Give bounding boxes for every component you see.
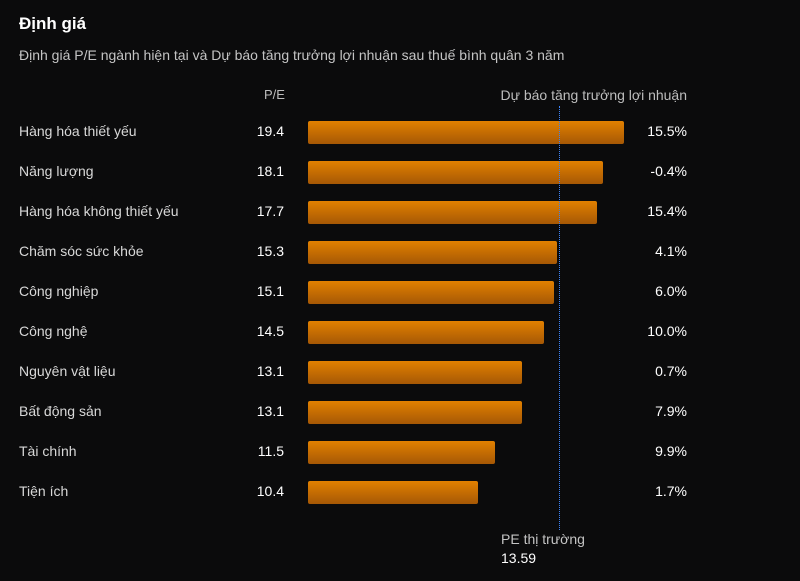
market-pe-line <box>559 106 560 530</box>
growth-value-label: 1.7% <box>655 483 687 499</box>
chart-row: Tiện ích 10.4 1.7% <box>0 472 800 512</box>
chart-row: Bất động sản 13.1 7.9% <box>0 392 800 432</box>
pe-value-label: 17.7 <box>256 203 284 219</box>
growth-value-label: -0.4% <box>650 163 687 179</box>
growth-value-label: 15.5% <box>647 123 687 139</box>
market-pe-value: 13.59 <box>501 550 537 566</box>
pe-bar <box>308 161 604 184</box>
pe-bar <box>308 401 522 424</box>
chart-row: Năng lượng 18.1 -0.4% <box>0 152 800 192</box>
growth-value-label: 6.0% <box>655 283 687 299</box>
pe-bar <box>308 241 558 264</box>
bar-chart: Hàng hóa thiết yếu 19.4 15.5% Năng lượng 18.… <box>0 112 800 512</box>
growth-column-header: Dự báo tăng trưởng lợi nhuận <box>500 87 687 103</box>
section-title: Định giá <box>19 14 87 33</box>
pe-value-label: 14.5 <box>256 323 284 339</box>
growth-value-label: 9.9% <box>655 443 687 459</box>
pe-value-label: 13.1 <box>256 363 284 379</box>
pe-bar <box>308 361 522 384</box>
category-label: Hàng hóa thiết yếu <box>19 123 137 139</box>
growth-value-label: 7.9% <box>655 403 687 419</box>
growth-value-label: 10.0% <box>647 323 687 339</box>
category-label: Nguyên vật liệu <box>19 363 116 379</box>
category-label: Hàng hóa không thiết yếu <box>19 203 179 219</box>
chart-row: Công nghiệp 15.1 6.0% <box>0 272 800 312</box>
chart-row: Hàng hóa thiết yếu 19.4 15.5% <box>0 112 800 152</box>
section-subtitle: Định giá P/E ngành hiện tại và Dự báo tă… <box>19 47 565 63</box>
pe-value-label: 19.4 <box>256 123 284 139</box>
category-label: Bất động sản <box>19 403 102 419</box>
pe-bar <box>308 121 625 144</box>
growth-value-label: 0.7% <box>655 363 687 379</box>
category-label: Tiện ích <box>19 483 69 499</box>
category-label: Công nghiệp <box>19 283 99 299</box>
chart-row: Tài chính 11.5 9.9% <box>0 432 800 472</box>
pe-value-label: 15.3 <box>256 243 284 259</box>
pe-bar <box>308 321 545 344</box>
pe-bar <box>308 481 478 504</box>
category-label: Năng lượng <box>19 163 94 179</box>
pe-value-label: 10.4 <box>256 483 284 499</box>
category-label: Tài chính <box>19 443 77 459</box>
pe-value-label: 15.1 <box>256 283 284 299</box>
category-label: Chăm sóc sức khỏe <box>19 243 144 259</box>
growth-value-label: 4.1% <box>655 243 687 259</box>
chart-row: Công nghệ 14.5 10.0% <box>0 312 800 352</box>
pe-value-label: 18.1 <box>256 163 284 179</box>
growth-value-label: 15.4% <box>647 203 687 219</box>
pe-bar <box>308 201 597 224</box>
chart-row: Chăm sóc sức khỏe 15.3 4.1% <box>0 232 800 272</box>
chart-row: Hàng hóa không thiết yếu 17.7 15.4% <box>0 192 800 232</box>
pe-value-label: 11.5 <box>257 443 284 459</box>
category-label: Công nghệ <box>19 323 88 339</box>
pe-value-label: 13.1 <box>256 403 284 419</box>
market-pe-label: PE thị trường <box>501 531 585 547</box>
pe-bar <box>308 441 496 464</box>
chart-row: Nguyên vật liệu 13.1 0.7% <box>0 352 800 392</box>
pe-bar <box>308 281 555 304</box>
pe-column-header: P/E <box>264 87 285 102</box>
